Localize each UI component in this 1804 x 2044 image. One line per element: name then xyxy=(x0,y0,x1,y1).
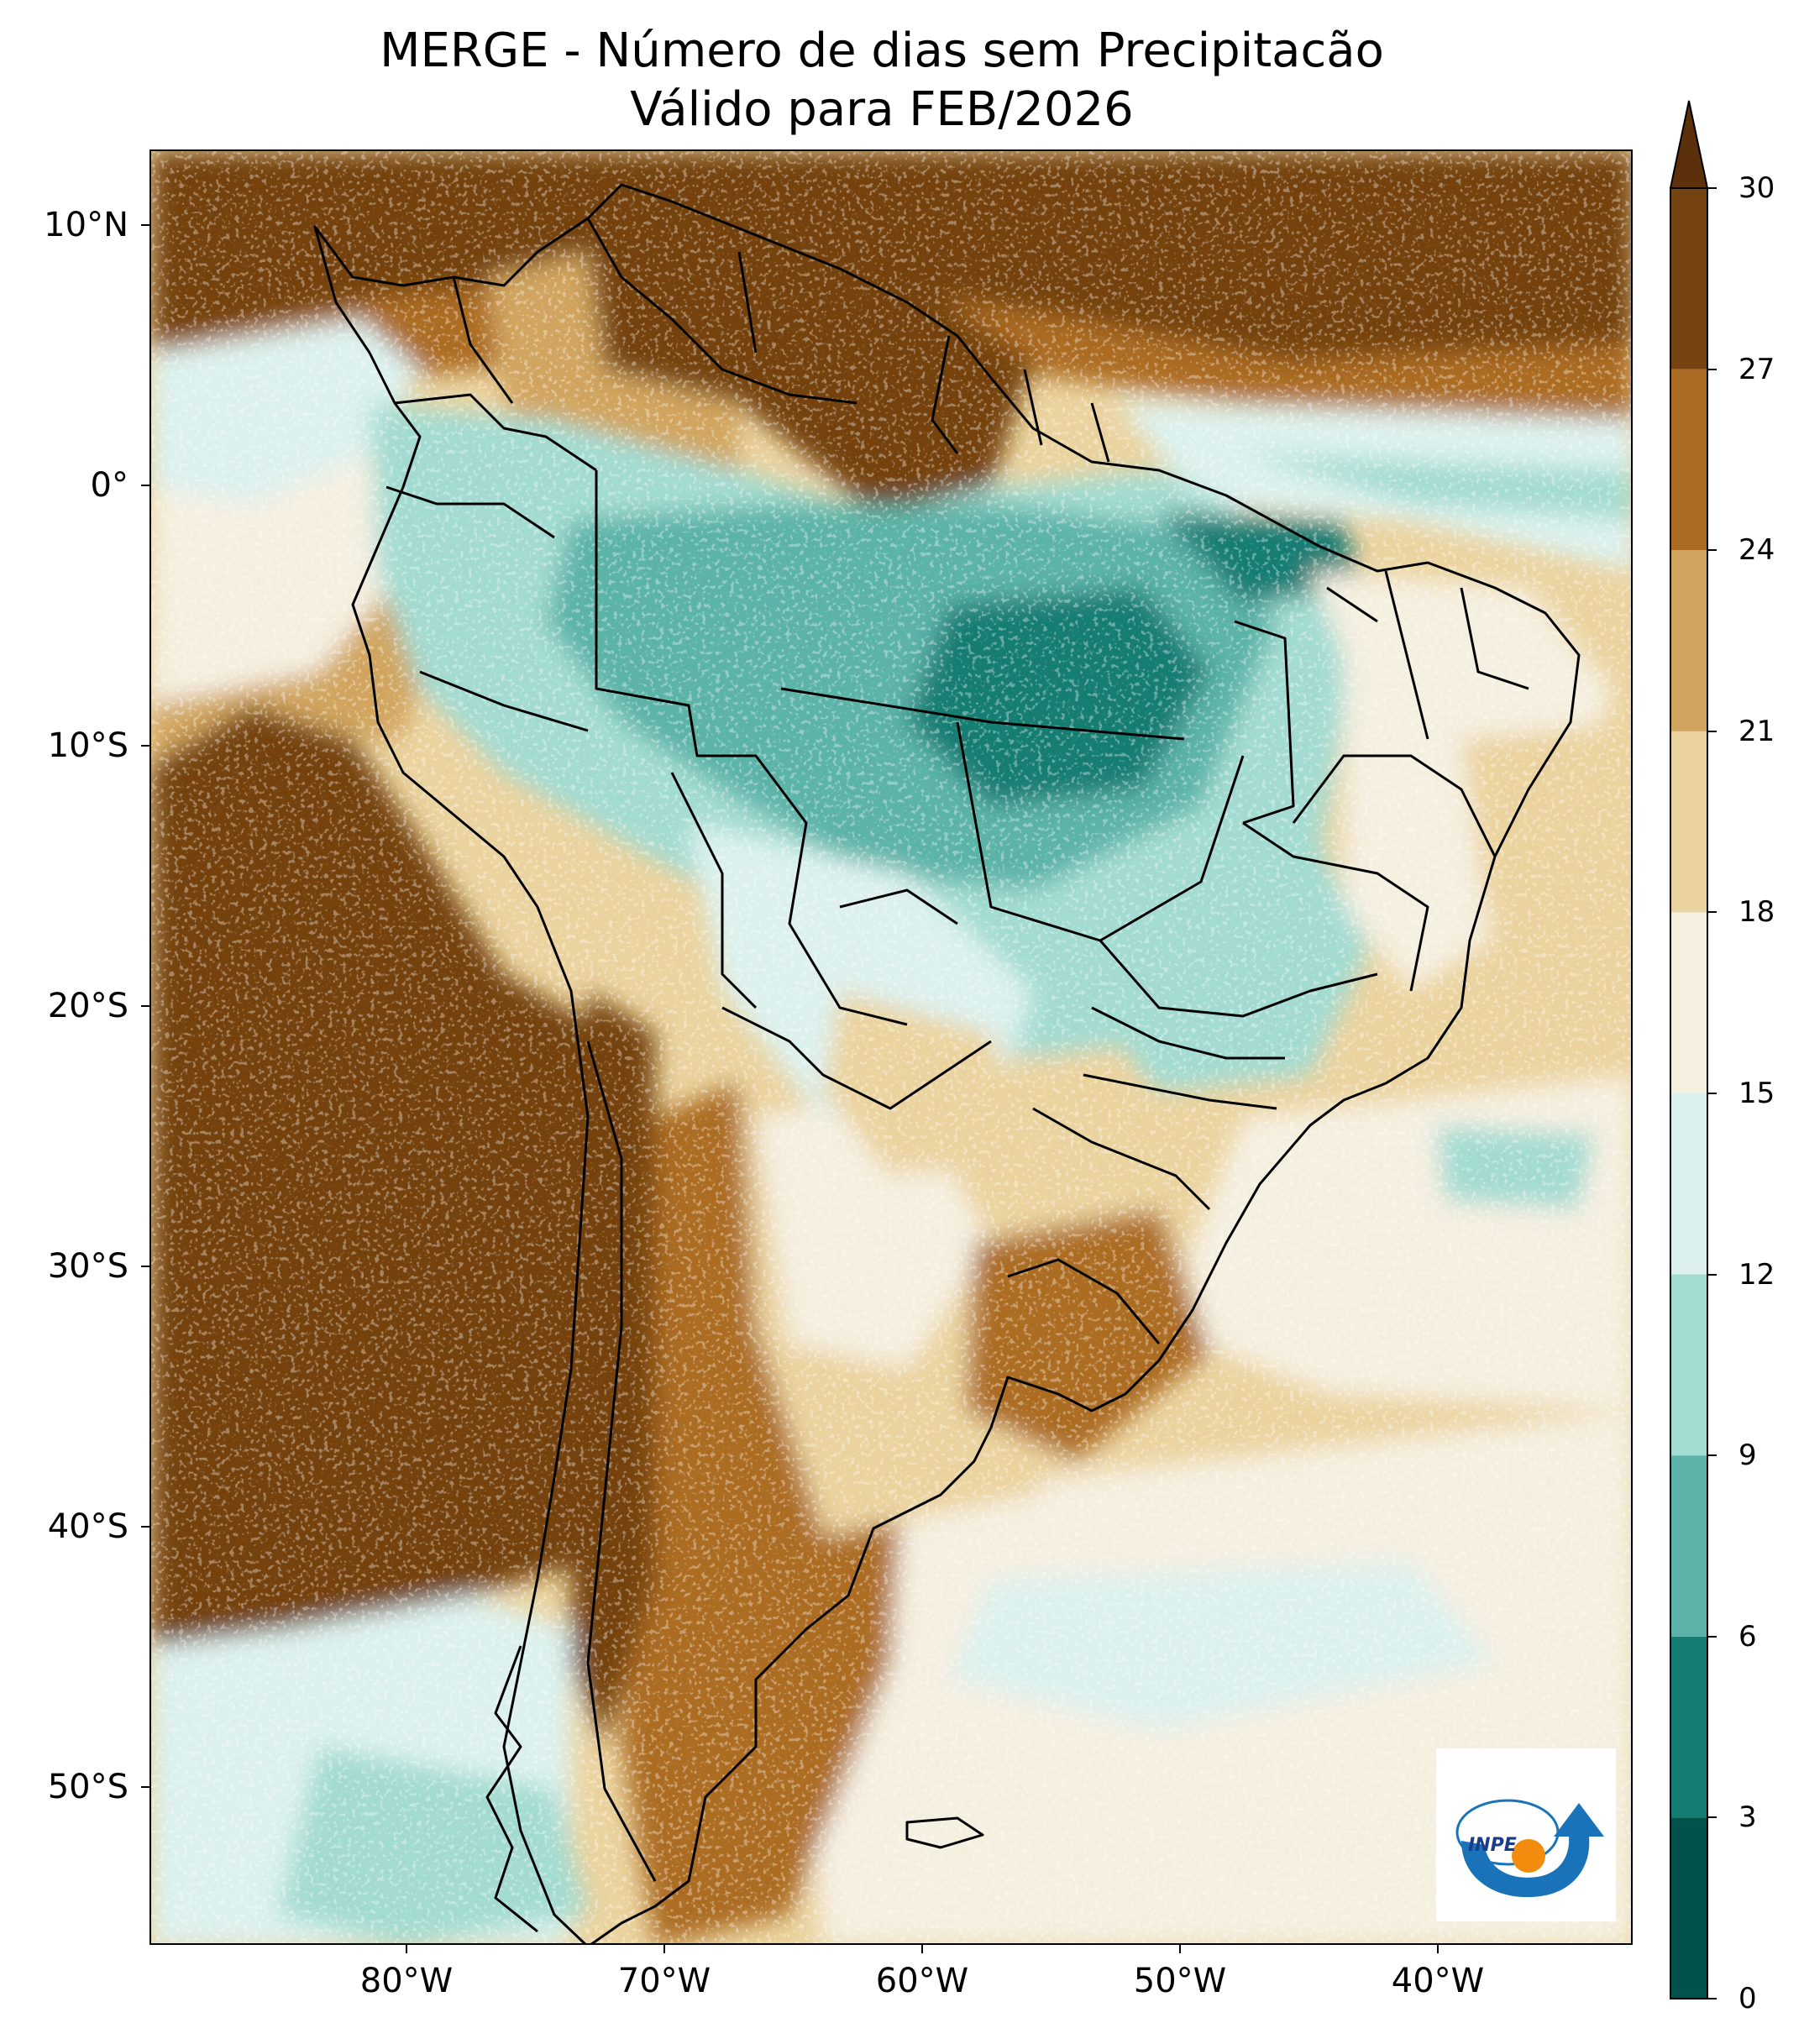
colorbar-outline xyxy=(1670,187,1708,1999)
colorbar-tick-label: 21 xyxy=(1738,714,1775,748)
lat-tick-mark-30s xyxy=(141,1266,149,1267)
colorbar-tick-label: 24 xyxy=(1738,533,1775,568)
lat-label-0: 0° xyxy=(90,466,128,505)
logo-orbit-icon xyxy=(1455,1799,1560,1866)
colorbar-tick-label: 15 xyxy=(1738,1077,1775,1110)
lat-label-50s: 50°S xyxy=(47,1768,128,1806)
colorbar-tick-label: 12 xyxy=(1738,1257,1775,1292)
lon-label-80w: 80°W xyxy=(359,1962,454,2000)
colorbar-tick-label: 18 xyxy=(1738,895,1775,930)
border-bahia xyxy=(1292,754,1497,857)
border-sao-paulo xyxy=(1099,940,1378,1018)
lon-label-50w: 50°W xyxy=(1133,1962,1227,2000)
lon-label-60w: 60°W xyxy=(875,1962,969,2000)
lat-label-30s: 30°S xyxy=(47,1247,128,1286)
colorbar-tick-mark xyxy=(1708,187,1717,189)
map-panel xyxy=(149,149,1633,1945)
colorbar-bin xyxy=(1670,1817,1707,1999)
colorbar-extend-triangle xyxy=(1669,100,1709,189)
lon-tick-mark-40w xyxy=(1437,1945,1439,1953)
border-guianas xyxy=(931,335,1110,463)
logo-sun-icon xyxy=(1512,1839,1545,1873)
falkland-islands xyxy=(905,1816,984,1849)
colorbar-tick-mark xyxy=(1708,1454,1717,1457)
coastlines xyxy=(313,183,1581,1943)
colorbar-tick-mark xyxy=(1708,368,1717,370)
lat-label-10s: 10°S xyxy=(47,726,128,765)
colorbar-bin xyxy=(1670,1455,1707,1637)
colorbar-tick-label: 3 xyxy=(1738,1800,1757,1835)
lon-tick-mark-50w xyxy=(1179,1945,1181,1953)
lat-tick-mark-0 xyxy=(141,485,149,486)
lon-tick-mark-80w xyxy=(406,1945,407,1953)
border-parana-sc xyxy=(1083,1006,1285,1110)
colorbar-tick-label: 9 xyxy=(1738,1439,1757,1473)
lon-tick-mark-60w xyxy=(921,1945,923,1953)
map-subtitle: Válido para FEB/2026 xyxy=(630,82,1134,137)
border-tocantins xyxy=(1234,620,1295,825)
colorbar-tick-mark xyxy=(1708,1635,1717,1638)
colorbar-tick-label: 30 xyxy=(1738,171,1775,205)
colorbar-bin xyxy=(1670,1636,1707,1818)
logo-text: INPE xyxy=(1468,1835,1517,1856)
border-uruguay xyxy=(1007,1258,1161,1344)
colorbar-tick-mark xyxy=(1708,730,1717,732)
colorbar-bin xyxy=(1670,188,1707,369)
colorbar-bin xyxy=(1670,369,1707,551)
border-nordeste-states xyxy=(1326,570,1529,740)
border-amazon-internal xyxy=(780,687,1185,741)
border-peru-ecuador xyxy=(385,485,589,732)
border-venezuela xyxy=(586,218,857,405)
colorbar-tick-mark xyxy=(1708,1273,1717,1276)
logo-swoosh-icon xyxy=(1461,1803,1604,1898)
speckle-overlay xyxy=(151,151,1631,1943)
lat-tick-mark-50s xyxy=(141,1786,149,1788)
colorbar-tick-mark xyxy=(1708,1998,1717,1999)
inpe-logo: INPE xyxy=(1436,1748,1616,1921)
border-bolivia xyxy=(670,772,958,1009)
lat-tick-mark-10s xyxy=(141,745,149,747)
colorbar-tick-label: 6 xyxy=(1738,1619,1757,1654)
border-argentina-paraguay xyxy=(721,1006,992,1110)
colorbar-tick-mark xyxy=(1708,1093,1717,1094)
colorbar-tick-mark xyxy=(1708,911,1717,914)
lat-label-40s: 40°S xyxy=(47,1507,128,1546)
colorbar-bin xyxy=(1670,731,1707,913)
lat-tick-mark-20s xyxy=(141,1005,149,1007)
lat-label-10n: 10°N xyxy=(44,206,128,244)
border-chile-argentina xyxy=(586,1040,657,1882)
chile-fjords xyxy=(485,1645,538,1933)
colorbar-tick-label: 0 xyxy=(1738,1982,1757,2015)
colorbar-bin xyxy=(1670,1274,1707,1456)
lon-tick-mark-70w xyxy=(663,1945,665,1953)
colorbar-tick-label: 27 xyxy=(1738,352,1775,386)
colorbar-tick-mark xyxy=(1708,549,1717,552)
lat-tick-mark-40s xyxy=(141,1526,149,1528)
lat-tick-mark-10n xyxy=(141,224,149,226)
lon-label-70w: 70°W xyxy=(617,1962,711,2000)
border-colombia xyxy=(394,276,597,472)
colorbar-bin xyxy=(1670,912,1707,1093)
colorbar xyxy=(1669,99,1709,2000)
lon-label-40w: 40°W xyxy=(1391,1962,1485,2000)
south-america-coast xyxy=(313,183,1581,1943)
border-goias-mg xyxy=(1242,821,1429,992)
border-rs xyxy=(1032,1107,1211,1211)
colorbar-bin xyxy=(1670,1093,1707,1275)
map-title: MERGE - Número de dias sem Precipitacão xyxy=(380,24,1384,78)
colorbar-tick-mark xyxy=(1708,1816,1717,1819)
border-brazil-west xyxy=(595,470,908,1026)
colorbar-bin xyxy=(1670,550,1707,731)
lat-label-20s: 20°S xyxy=(47,987,128,1025)
